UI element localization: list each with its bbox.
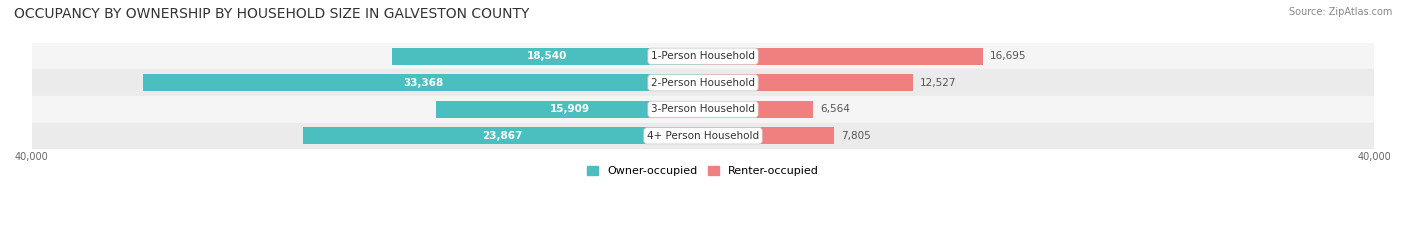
Text: 4+ Person Household: 4+ Person Household: [647, 131, 759, 141]
Text: 7,805: 7,805: [841, 131, 870, 141]
Bar: [32, 43, 1374, 69]
Bar: [143, 74, 703, 91]
Bar: [32, 96, 1374, 123]
Text: 3-Person Household: 3-Person Household: [651, 104, 755, 114]
Bar: [32, 123, 1374, 149]
Text: 18,540: 18,540: [527, 51, 568, 61]
Text: 33,368: 33,368: [404, 78, 443, 88]
Bar: [703, 127, 834, 144]
Text: 1-Person Household: 1-Person Household: [651, 51, 755, 61]
Bar: [703, 74, 912, 91]
Bar: [302, 127, 703, 144]
Text: Source: ZipAtlas.com: Source: ZipAtlas.com: [1288, 7, 1392, 17]
Text: 12,527: 12,527: [920, 78, 956, 88]
Bar: [703, 101, 813, 118]
Text: 16,695: 16,695: [990, 51, 1026, 61]
Text: OCCUPANCY BY OWNERSHIP BY HOUSEHOLD SIZE IN GALVESTON COUNTY: OCCUPANCY BY OWNERSHIP BY HOUSEHOLD SIZE…: [14, 7, 530, 21]
Bar: [392, 48, 703, 65]
Bar: [703, 48, 983, 65]
Text: 15,909: 15,909: [550, 104, 589, 114]
Bar: [32, 69, 1374, 96]
Text: 6,564: 6,564: [820, 104, 849, 114]
Legend: Owner-occupied, Renter-occupied: Owner-occupied, Renter-occupied: [582, 162, 824, 181]
Bar: [436, 101, 703, 118]
Text: 2-Person Household: 2-Person Household: [651, 78, 755, 88]
Text: 23,867: 23,867: [482, 131, 523, 141]
